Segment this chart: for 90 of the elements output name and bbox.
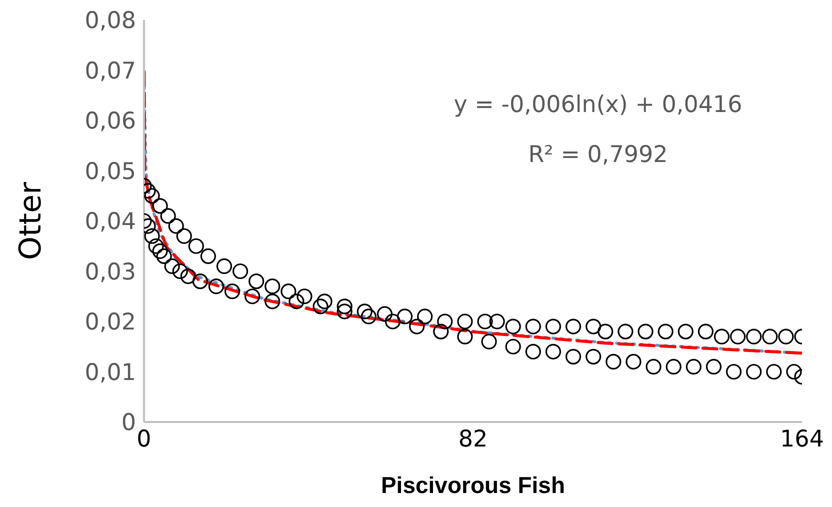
point: [168, 218, 184, 234]
point: [437, 314, 453, 330]
point: [714, 328, 730, 344]
point: [566, 348, 582, 364]
point: [356, 304, 372, 320]
point: [180, 268, 196, 284]
point: [216, 258, 232, 274]
point: [746, 328, 762, 344]
point: [172, 263, 188, 280]
point: [730, 328, 746, 344]
point: [156, 248, 172, 264]
y-tick-label: 0: [121, 410, 136, 436]
point: [409, 318, 425, 334]
point: [376, 306, 393, 322]
point: [248, 274, 264, 290]
point: [312, 298, 328, 314]
point: [525, 318, 541, 334]
y-tick-label: 0,07: [84, 58, 136, 84]
x-tick-label: 164: [780, 426, 824, 452]
point: [396, 308, 413, 324]
point: [706, 358, 722, 375]
point: [766, 364, 782, 380]
point: [666, 358, 682, 375]
point: [144, 228, 160, 244]
point: [160, 208, 176, 224]
point: [433, 324, 449, 340]
point: [457, 328, 473, 344]
point: [505, 338, 521, 354]
point: [646, 358, 662, 375]
point: [658, 324, 674, 340]
point: [360, 308, 376, 324]
point: [457, 314, 473, 330]
point: [417, 308, 433, 324]
annotation: y = -0,006ln(x) + 0,0416: [454, 92, 742, 118]
point: [336, 304, 352, 320]
point: [678, 324, 694, 340]
point: [316, 294, 332, 310]
point: [618, 324, 634, 340]
y-tick-label: 0,02: [84, 310, 136, 336]
point: [481, 334, 497, 350]
point: [686, 358, 702, 375]
y-tick-label: 0,01: [84, 360, 136, 386]
y-tick-label: 0,03: [84, 259, 136, 286]
point: [288, 294, 304, 310]
annotation: R² = 0,7992: [528, 142, 668, 168]
y-tick-label: 0,05: [84, 158, 136, 185]
point: [200, 248, 216, 264]
y-tick-label: 0,04: [84, 209, 136, 236]
point: [188, 238, 204, 254]
y-tick-label: 0,06: [84, 108, 136, 135]
point: [477, 314, 493, 330]
point: [164, 258, 180, 274]
point: [762, 328, 778, 344]
point: [489, 314, 505, 330]
point: [264, 278, 280, 294]
point: [746, 364, 762, 380]
point: [586, 348, 602, 364]
point: [336, 298, 352, 314]
point: [586, 318, 602, 334]
point: [626, 354, 642, 370]
y-tick-label: 0,08: [84, 8, 136, 34]
point: [192, 274, 208, 290]
point: [176, 228, 192, 244]
point: [224, 284, 240, 300]
y-axis-title: Otter: [14, 181, 49, 260]
point: [638, 324, 654, 340]
point: [786, 364, 802, 380]
point: [566, 318, 582, 334]
point: [244, 288, 260, 304]
point: [505, 318, 521, 334]
point: [726, 364, 742, 380]
point: [384, 314, 401, 330]
point: [778, 328, 794, 344]
point: [232, 263, 248, 280]
point: [152, 243, 168, 259]
point: [148, 238, 164, 254]
point: [545, 318, 562, 334]
point: [264, 294, 280, 310]
point: [152, 198, 168, 214]
point: [606, 354, 622, 370]
point: [545, 344, 562, 360]
point: [208, 278, 224, 294]
x-axis-title: Piscivorous Fish: [380, 472, 566, 498]
x-tick-label: 82: [458, 426, 488, 452]
point: [280, 284, 296, 300]
point: [144, 188, 160, 204]
point: [296, 288, 312, 304]
point: [598, 324, 614, 340]
point: [525, 344, 541, 360]
point: [698, 324, 714, 340]
